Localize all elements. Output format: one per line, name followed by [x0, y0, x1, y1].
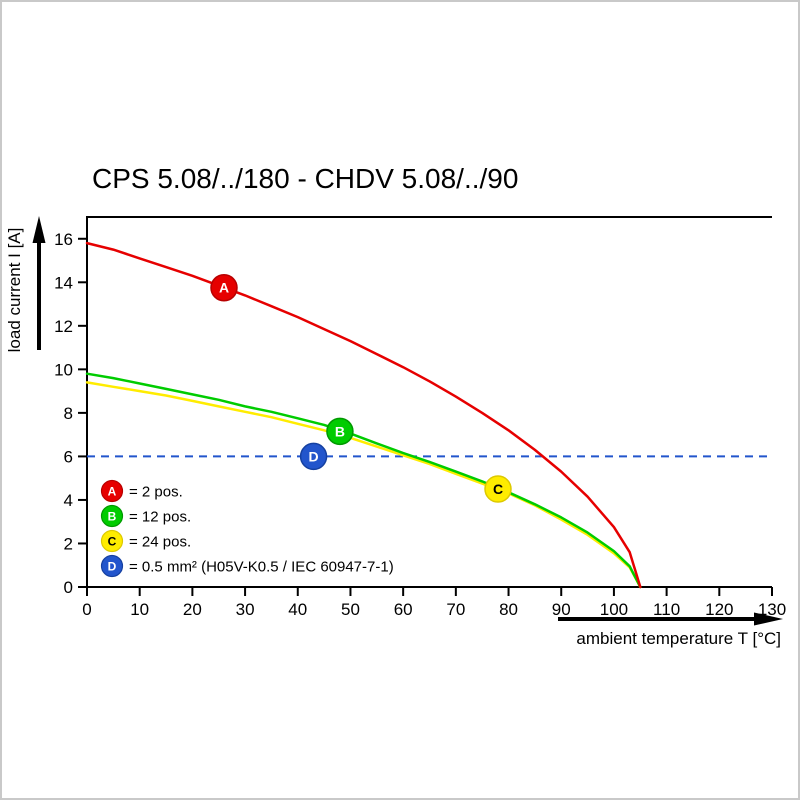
legend-letter-D: D [108, 560, 117, 574]
legend-letter-B: B [108, 510, 117, 524]
y-tick-label: 12 [54, 317, 73, 336]
legend-letter-C: C [108, 535, 117, 549]
x-tick-label: 80 [499, 600, 518, 619]
y-tick-label: 14 [54, 273, 73, 292]
y-axis-label: load current I [A] [5, 228, 24, 353]
x-tick-label: 50 [341, 600, 360, 619]
legend-marker-D [100, 554, 124, 578]
y-tick-label: 10 [54, 360, 73, 379]
x-tick-label: 130 [758, 600, 786, 619]
y-tick-label: 4 [64, 491, 73, 510]
marker-A [210, 273, 238, 302]
marker-C [484, 475, 512, 503]
x-tick-label: 90 [552, 600, 571, 619]
marker-B [326, 417, 354, 446]
x-tick-label: 30 [236, 600, 255, 619]
x-tick-label: 10 [130, 600, 149, 619]
curve-B [85, 372, 642, 589]
legend-marker-C [100, 529, 124, 553]
plot-area: 0 2 4 6 8 10 12 14 16 0 10 20 30 40 50 60 70 80 90 100 110 12… [54, 216, 786, 619]
y-axis-arrow [32, 216, 46, 350]
x-tick-label: 100 [600, 600, 628, 619]
chart-title: CPS 5.08/../180 - CHDV 5.08/../90 [92, 163, 518, 194]
x-tick-label: 70 [446, 600, 465, 619]
y-tick-label: 2 [64, 534, 73, 553]
legend-letter-A: A [108, 485, 117, 499]
curve-A [85, 241, 642, 589]
marker-letter-C: C [493, 481, 503, 497]
marker-letter-B: B [335, 423, 345, 439]
marker-letter-D: D [309, 448, 319, 464]
x-tick-label: 20 [183, 600, 202, 619]
legend-label-D: = 0.5 mm² (H05V-K0.5 / IEC 60947-7-1) [129, 559, 394, 576]
marker-D [299, 442, 328, 471]
x-tick-label: 60 [394, 600, 413, 619]
legend-label-C: = 24 pos. [129, 534, 191, 551]
legend-label-A: = 2 pos. [129, 484, 183, 501]
x-tick-label: 40 [288, 600, 307, 619]
x-tick-label: 0 [82, 600, 91, 619]
y-tick-label: 0 [64, 578, 73, 597]
y-tick-label: 6 [64, 447, 73, 466]
legend-marker-A [100, 479, 124, 503]
x-tick-label: 120 [705, 600, 733, 619]
y-tick-label: 16 [54, 230, 73, 249]
curve-C [85, 381, 642, 589]
x-axis-arrow [558, 612, 783, 626]
legend-label-B: = 12 pos. [129, 509, 191, 526]
x-tick-label: 110 [653, 600, 680, 619]
y-tick-label: 8 [64, 404, 73, 423]
marker-letter-A: A [219, 280, 229, 296]
legend-marker-B [100, 504, 124, 528]
x-axis-label: ambient temperature T [°C] [576, 629, 781, 648]
